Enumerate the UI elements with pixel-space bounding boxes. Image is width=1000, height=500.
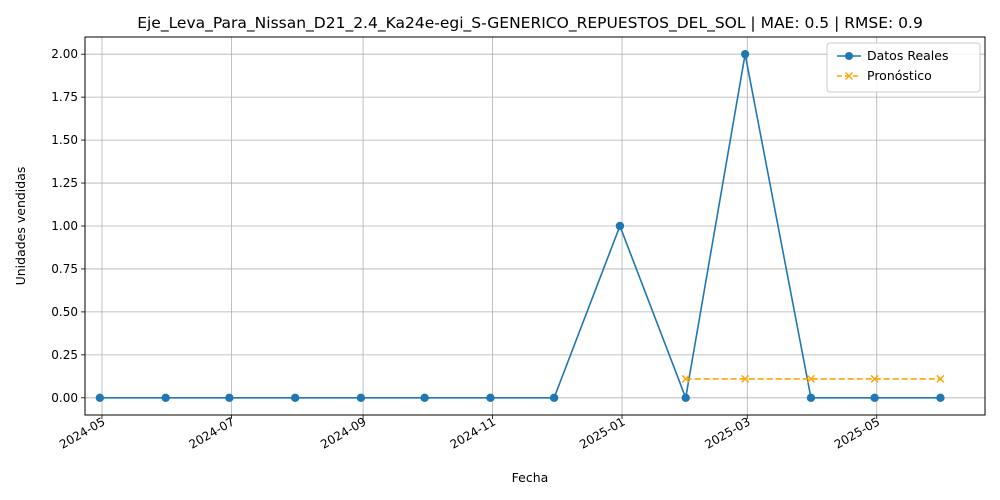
legend: Datos Reales Pronóstico: [826, 42, 981, 93]
data-point-actual: [161, 393, 170, 403]
x-tick-label: 2024-05: [57, 414, 107, 451]
data-point-actual: [936, 393, 945, 403]
data-point-actual: [615, 221, 625, 231]
legend-marker-forecast: [845, 72, 853, 80]
data-point-forecast: [936, 374, 945, 383]
data-point-forecast: [741, 374, 750, 383]
series-line-actual: [99, 54, 941, 401]
data-point-forecast: [870, 374, 879, 383]
y-tick-label: 1.25: [51, 176, 78, 190]
y-tick-label: 1.75: [51, 90, 78, 104]
x-axis-label: Fecha: [512, 470, 549, 485]
data-point-actual: [806, 393, 816, 403]
data-point-actual: [870, 393, 879, 403]
data-point-actual: [740, 49, 750, 59]
y-tick-label: 1.50: [51, 133, 78, 147]
y-tick-label: 0.75: [51, 262, 78, 276]
data-point-forecast: [681, 374, 690, 383]
series-layer: [95, 49, 945, 403]
data-point-actual: [549, 393, 559, 403]
y-tick-label: 1.00: [51, 219, 78, 233]
legend-box: [826, 42, 981, 93]
legend-label-forecast: Pronóstico: [867, 68, 932, 83]
y-tick-label: 0.25: [51, 348, 78, 362]
x-tick-label: 2024-07: [187, 414, 237, 451]
legend-label-actual: Datos Reales: [867, 48, 948, 63]
legend-marker-actual: [845, 52, 853, 60]
x-tick-label: 2025-05: [832, 414, 882, 451]
data-point-actual: [486, 393, 495, 403]
data-point-actual: [95, 393, 105, 403]
y-axis-ticks: 0.00 0.25 0.50 0.75 1.00 1.25 1.50 1.75 2.00: [51, 47, 85, 405]
y-tick-label: 0.50: [51, 305, 78, 319]
data-point-actual: [225, 393, 234, 403]
data-point-actual: [681, 393, 690, 403]
y-tick-label: 0.00: [51, 391, 78, 405]
x-tick-label: 2024-11: [448, 414, 498, 451]
grid-lines: [85, 37, 985, 415]
x-tick-label: 2025-01: [577, 414, 627, 451]
y-axis-label: Unidades vendidas: [13, 167, 28, 286]
data-point-actual: [290, 393, 300, 403]
x-tick-label: 2024-09: [318, 414, 368, 451]
data-point-forecast: [806, 374, 815, 383]
x-tick-label: 2025-03: [702, 414, 752, 451]
data-point-actual: [420, 393, 429, 403]
chart-title: Eje_Leva_Para_Nissan_D21_2.4_Ka24e-egi_S…: [137, 14, 923, 33]
y-tick-label: 2.00: [51, 47, 78, 61]
data-point-actual: [356, 393, 366, 403]
x-axis-ticks: 2024-05 2024-07 2024-09 2024-11 2025-01 2025-…: [57, 414, 882, 451]
